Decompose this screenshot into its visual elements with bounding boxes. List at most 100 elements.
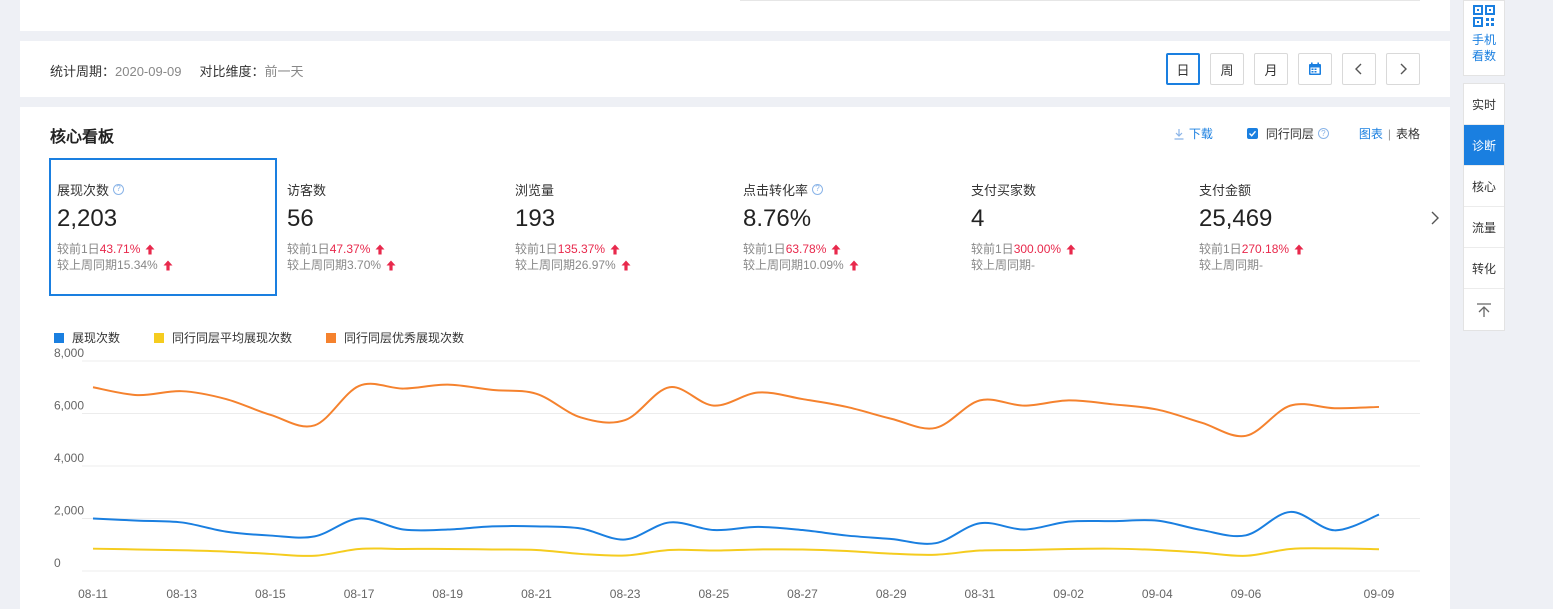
metric-card[interactable]: 支付金额 25,469 较前1日 270.18% 较上周同期 - [1191, 158, 1419, 296]
x-tick-label: 08-29 [876, 587, 907, 601]
legend-item[interactable]: 同行同层优秀展现次数 [326, 329, 464, 346]
chevron-right-icon [1400, 63, 1407, 75]
x-tick-label: 08-23 [610, 587, 641, 601]
compare-last-week: 较上周同期 - [971, 258, 1036, 272]
arrow-up-icon [1294, 244, 1304, 254]
sidebar-item-diagnosis[interactable]: 诊断 [1464, 125, 1504, 166]
x-tick-label: 08-11 [78, 587, 108, 601]
x-tick-label: 08-19 [432, 587, 463, 601]
sidebar-item-core[interactable]: 核心 [1464, 166, 1504, 207]
metric-label: 点击转化率? [743, 181, 963, 198]
x-tick-label: 08-15 [255, 587, 286, 601]
chevron-right-icon [1431, 211, 1439, 225]
legend-item[interactable]: 同行同层平均展现次数 [154, 329, 292, 346]
calendar-button[interactable] [1298, 53, 1332, 85]
sidebar-item-conversion[interactable]: 转化 [1464, 248, 1504, 289]
y-tick-label: 0 [54, 556, 61, 570]
top-panel-strip [20, 0, 1450, 31]
stat-period-value: 2020-09-09 [115, 64, 182, 79]
period-day-button[interactable]: 日 [1166, 53, 1200, 85]
metric-card[interactable]: 浏览量 193 较前1日 135.37% 较上周同期 26.97% [507, 158, 735, 296]
series-line [92, 547, 1380, 557]
x-tick-label: 08-17 [344, 587, 375, 601]
view-chart-tab[interactable]: 图表 [1358, 127, 1383, 141]
sidebar-item-traffic[interactable]: 流量 [1464, 207, 1504, 248]
period-text: 统计周期：2020-09-09 对比维度：前一天 [50, 61, 304, 80]
back-to-top-button[interactable] [1464, 289, 1504, 330]
view-table-tab[interactable]: 表格 [1395, 127, 1420, 141]
compare-prev-day: 较前1日 63.78% [743, 241, 963, 257]
help-icon[interactable]: ? [812, 183, 824, 195]
arrow-up-icon [610, 244, 620, 254]
arrow-up-icon [831, 244, 841, 254]
metric-label: 展现次数? [57, 181, 275, 198]
sidebar-item-realtime[interactable]: 实时 [1464, 84, 1504, 125]
legend-label: 展现次数 [72, 331, 121, 345]
metric-card[interactable]: 点击转化率? 8.76% 较前1日 63.78% 较上周同期 10.09% [735, 158, 963, 296]
compare-last-week: 较上周同期 10.09% [743, 257, 963, 273]
sidebar-nav: 实时 诊断 核心 流量 转化 [1463, 83, 1505, 331]
compare-last-week: 较上周同期 15.34% [57, 257, 275, 273]
period-week-button[interactable]: 周 [1210, 53, 1244, 85]
compare-prev-day: 较前1日 300.00% [971, 241, 1191, 257]
x-tick-label: 09-04 [1142, 587, 1173, 601]
arrow-up-icon [849, 260, 859, 270]
x-tick-label: 08-31 [965, 587, 996, 601]
arrow-up-icon [621, 260, 631, 270]
metric-value: 25,469 [1199, 205, 1273, 232]
compare-prev-day: 较前1日 43.71% [57, 241, 275, 257]
download-link[interactable]: 下载 [1173, 125, 1213, 142]
metric-value: 193 [515, 205, 556, 232]
compare-last-week: 较上周同期 3.70% [287, 257, 507, 273]
chevron-left-icon [1355, 63, 1362, 75]
x-tick-label: 08-13 [166, 587, 197, 601]
help-icon[interactable]: ? [1317, 128, 1329, 139]
trend-chart: 0 2,000 4,000 6,000 8,000 08-11 08-13 08-15 08-1… [54, 346, 1420, 601]
arrow-up-icon [386, 260, 396, 270]
peer-checkbox[interactable]: 同行同层 ? [1246, 125, 1329, 142]
metrics-next-button[interactable] [1430, 210, 1440, 231]
compare-prev-day: 较前1日 47.37% [287, 241, 507, 257]
legend-label: 同行同层优秀展现次数 [344, 331, 465, 345]
compare-dimension-value: 前一天 [264, 64, 304, 79]
legend-swatch [154, 332, 165, 343]
metric-card[interactable]: 访客数 56 较前1日 47.37% 较上周同期 3.70% [279, 158, 507, 296]
x-tick-label: 08-27 [787, 587, 818, 601]
legend-label: 同行同层平均展现次数 [172, 331, 293, 345]
mobile-view-button[interactable]: 手机看数 [1463, 0, 1505, 76]
metric-label: 支付买家数 [971, 182, 1037, 198]
legend-item[interactable]: 展现次数 [54, 329, 120, 346]
metric-label: 访客数 [287, 182, 327, 198]
arrow-up-icon [163, 260, 173, 270]
compare-last-week: 较上周同期 - [1199, 258, 1264, 272]
prev-period-button[interactable] [1342, 53, 1376, 85]
metric-value: 56 [287, 205, 314, 232]
metric-label: 支付金额 [1199, 182, 1252, 198]
x-tick-label: 08-21 [521, 587, 552, 601]
metric-card[interactable]: 支付买家数 4 较前1日 300.00% 较上周同期 - [963, 158, 1191, 296]
period-bar: 统计周期：2020-09-09 对比维度：前一天 日 周 月 [20, 41, 1450, 97]
series-line [92, 510, 1380, 545]
next-period-button[interactable] [1386, 53, 1420, 85]
metric-value: 8.76% [743, 205, 812, 232]
arrow-up-icon [375, 244, 385, 254]
y-tick-label: 8,000 [54, 346, 84, 360]
back-to-top-icon [1477, 302, 1491, 317]
metric-card[interactable]: 展现次数? 2,203 较前1日 43.71% 较上周同期 15.34% [49, 158, 277, 296]
arrow-up-icon [145, 244, 155, 254]
x-tick-label: 08-25 [698, 587, 729, 601]
core-board: 核心看板 下载 同行同层 ? 图表 | 表格 展现次数? 2,203 较前1日 43.71… [20, 107, 1450, 609]
metric-value: 4 [971, 205, 985, 232]
right-sidebar: 手机看数 实时 诊断 核心 流量 转化 [1463, 0, 1505, 331]
chart-legend: 展现次数 同行同层平均展现次数 同行同层优秀展现次数 [54, 329, 498, 346]
board-tools: 下载 同行同层 ? 图表 | 表格 [1173, 125, 1420, 142]
period-month-button[interactable]: 月 [1254, 53, 1288, 85]
stat-period-label: 统计周期： [50, 64, 116, 79]
x-tick-label: 09-09 [1364, 587, 1395, 601]
help-icon[interactable]: ? [113, 183, 125, 195]
legend-swatch [326, 332, 337, 343]
board-title: 核心看板 [50, 129, 115, 146]
checkbox-checked-icon [1246, 128, 1258, 139]
y-tick-label: 2,000 [54, 504, 84, 518]
download-label: 下载 [1188, 127, 1213, 141]
